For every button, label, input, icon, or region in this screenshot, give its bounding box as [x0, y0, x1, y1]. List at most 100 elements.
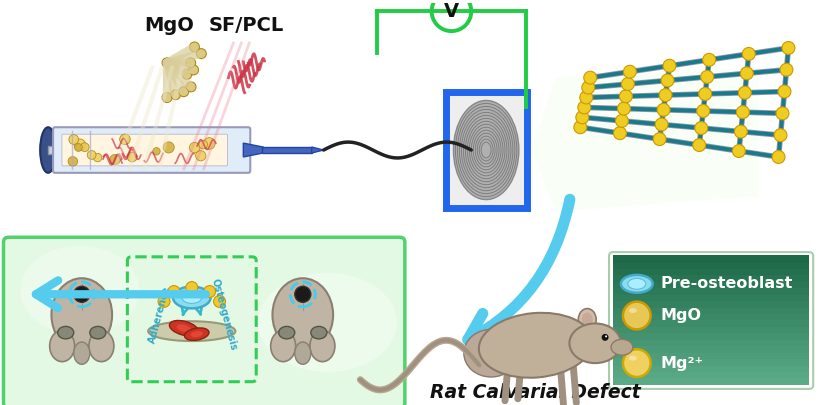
FancyBboxPatch shape [446, 92, 527, 209]
Ellipse shape [581, 313, 593, 326]
Ellipse shape [272, 278, 333, 352]
Ellipse shape [611, 339, 633, 355]
FancyBboxPatch shape [613, 268, 810, 275]
FancyBboxPatch shape [613, 326, 810, 333]
Ellipse shape [294, 342, 311, 364]
Circle shape [120, 134, 130, 145]
FancyBboxPatch shape [613, 364, 810, 372]
FancyBboxPatch shape [613, 313, 810, 320]
Circle shape [661, 74, 674, 87]
Ellipse shape [51, 278, 112, 352]
Circle shape [655, 118, 668, 131]
Ellipse shape [578, 309, 596, 330]
FancyBboxPatch shape [613, 287, 810, 295]
Ellipse shape [50, 330, 74, 362]
Circle shape [153, 147, 160, 155]
FancyBboxPatch shape [613, 275, 810, 282]
Text: Mg²⁺: Mg²⁺ [661, 356, 704, 371]
Circle shape [739, 86, 751, 99]
Circle shape [700, 70, 714, 83]
Ellipse shape [258, 273, 397, 372]
FancyBboxPatch shape [53, 127, 251, 173]
Circle shape [93, 153, 102, 162]
Circle shape [772, 151, 785, 163]
Circle shape [186, 58, 196, 68]
Circle shape [294, 286, 311, 302]
FancyBboxPatch shape [48, 146, 70, 154]
Circle shape [621, 78, 634, 90]
Text: V: V [444, 2, 459, 21]
Circle shape [581, 81, 595, 94]
Ellipse shape [58, 326, 74, 339]
Polygon shape [312, 147, 323, 153]
Circle shape [584, 71, 596, 84]
Circle shape [74, 139, 86, 151]
Circle shape [605, 335, 607, 337]
Circle shape [614, 127, 626, 140]
Circle shape [578, 101, 590, 114]
FancyBboxPatch shape [613, 333, 810, 340]
Text: Adherence: Adherence [147, 285, 173, 344]
FancyBboxPatch shape [613, 377, 810, 385]
Circle shape [196, 49, 206, 59]
Circle shape [68, 157, 78, 166]
Circle shape [782, 41, 795, 54]
Circle shape [615, 115, 629, 127]
Circle shape [127, 152, 137, 162]
Ellipse shape [90, 326, 106, 339]
Ellipse shape [182, 292, 202, 303]
Circle shape [186, 82, 196, 92]
Circle shape [199, 141, 208, 149]
Circle shape [69, 134, 79, 144]
Text: MgO: MgO [144, 16, 194, 35]
Circle shape [663, 60, 676, 72]
Circle shape [623, 302, 651, 329]
Circle shape [733, 145, 745, 158]
Ellipse shape [453, 100, 519, 200]
Ellipse shape [310, 330, 335, 362]
Circle shape [601, 334, 609, 341]
Circle shape [778, 85, 791, 98]
Ellipse shape [148, 321, 236, 341]
FancyBboxPatch shape [613, 371, 810, 379]
FancyBboxPatch shape [613, 339, 810, 346]
Ellipse shape [628, 278, 646, 289]
Ellipse shape [173, 287, 211, 308]
Circle shape [618, 102, 630, 115]
Circle shape [179, 87, 189, 97]
Circle shape [168, 286, 180, 297]
Circle shape [703, 53, 715, 66]
Circle shape [162, 58, 172, 68]
Text: Osteogenesis: Osteogenesis [209, 277, 238, 352]
Circle shape [693, 139, 705, 151]
Polygon shape [243, 143, 263, 157]
Ellipse shape [570, 324, 621, 363]
Circle shape [158, 296, 170, 307]
Circle shape [203, 138, 215, 149]
FancyArrowPatch shape [468, 199, 570, 343]
Ellipse shape [479, 313, 593, 378]
Ellipse shape [270, 330, 296, 362]
Ellipse shape [170, 320, 198, 336]
Polygon shape [531, 68, 758, 211]
FancyBboxPatch shape [613, 294, 810, 301]
Circle shape [162, 93, 172, 102]
Text: MgO: MgO [661, 308, 701, 323]
Circle shape [196, 151, 206, 161]
Circle shape [80, 143, 89, 151]
Circle shape [74, 286, 90, 302]
FancyBboxPatch shape [613, 307, 810, 314]
FancyArrowPatch shape [36, 280, 206, 308]
Circle shape [740, 67, 753, 80]
Circle shape [695, 122, 708, 134]
Circle shape [110, 154, 120, 165]
FancyBboxPatch shape [262, 147, 312, 153]
Ellipse shape [74, 342, 90, 364]
FancyBboxPatch shape [613, 262, 810, 269]
Circle shape [163, 142, 174, 153]
Circle shape [619, 90, 633, 103]
FancyBboxPatch shape [613, 281, 810, 288]
Text: SF/PCL: SF/PCL [208, 16, 284, 35]
Circle shape [743, 47, 755, 60]
FancyBboxPatch shape [613, 345, 810, 353]
